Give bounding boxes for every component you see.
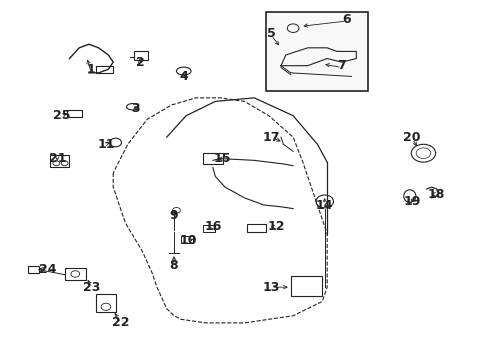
Bar: [50, 155, 69, 167]
Text: 16: 16: [204, 220, 221, 233]
Text: 15: 15: [213, 152, 231, 165]
Text: 25: 25: [53, 109, 71, 122]
Text: 19: 19: [403, 195, 420, 208]
Bar: [28, 266, 39, 273]
Text: 8: 8: [169, 259, 178, 272]
Text: 17: 17: [262, 131, 280, 144]
Text: 9: 9: [169, 209, 178, 222]
Text: 6: 6: [342, 13, 350, 26]
Bar: [64, 267, 86, 280]
Text: 11: 11: [97, 138, 115, 151]
Text: 5: 5: [266, 27, 275, 40]
Bar: [181, 236, 193, 243]
Text: 10: 10: [180, 234, 197, 247]
Bar: [266, 12, 368, 91]
Text: 22: 22: [112, 316, 129, 329]
Text: 18: 18: [427, 188, 445, 201]
Bar: [67, 110, 81, 117]
Text: 24: 24: [39, 263, 56, 276]
Text: 20: 20: [403, 131, 420, 144]
Bar: [96, 66, 113, 73]
Bar: [246, 224, 266, 232]
Text: 13: 13: [262, 281, 279, 294]
Bar: [203, 153, 222, 164]
Text: 2: 2: [135, 55, 144, 69]
Bar: [133, 51, 148, 60]
Text: 12: 12: [267, 220, 285, 233]
Text: 23: 23: [82, 281, 100, 294]
Text: 21: 21: [48, 152, 66, 165]
Text: 3: 3: [130, 102, 139, 115]
Text: 4: 4: [179, 70, 188, 83]
Bar: [290, 276, 322, 296]
Bar: [203, 225, 215, 232]
Bar: [96, 294, 116, 312]
Text: 1: 1: [87, 63, 96, 76]
Text: 7: 7: [337, 59, 346, 72]
Text: 14: 14: [315, 198, 333, 212]
